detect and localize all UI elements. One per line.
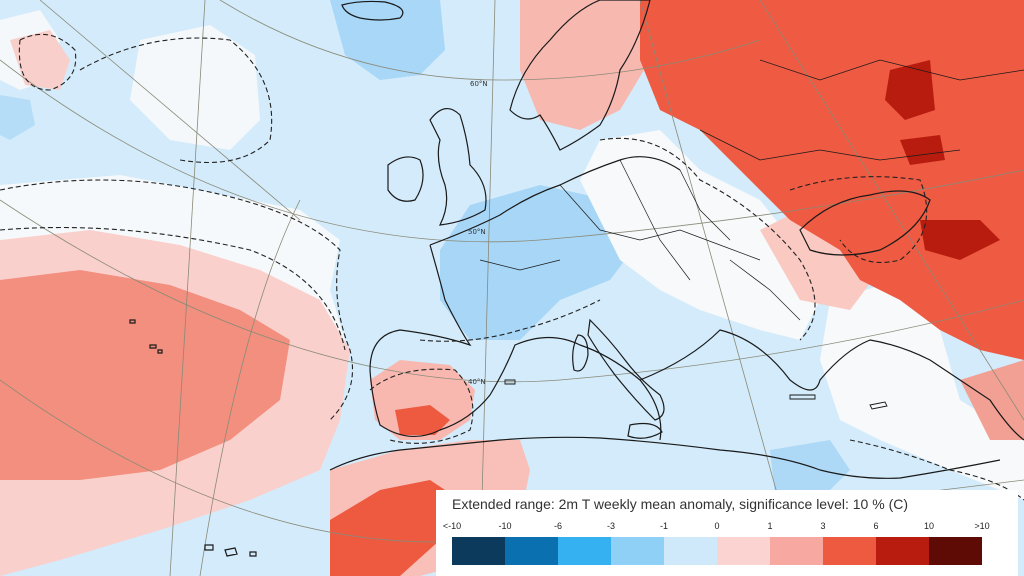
legend-tick-label: 10 <box>923 521 935 531</box>
anomaly-region-red-morocco <box>330 480 460 576</box>
lat-label-40n: 40°N <box>468 378 486 386</box>
coastlines <box>129 0 1024 557</box>
legend-swatch <box>770 537 823 565</box>
legend-swatch <box>611 537 664 565</box>
anomaly-region-blue-west-atlantic <box>0 95 35 140</box>
anomaly-region-darkred-3 <box>900 135 945 165</box>
anomaly-region-pink-north-atlantic-small <box>10 30 70 90</box>
legend-swatch <box>876 537 929 565</box>
black-sea-outline <box>799 190 931 256</box>
anomaly-region-red-atlantic <box>0 270 290 480</box>
legend-tick-label: 1 <box>767 521 773 531</box>
legend-swatch <box>929 537 982 565</box>
legend: Extended range: 2m T weekly mean anomaly… <box>436 490 1018 576</box>
legend-tick-label: 3 <box>820 521 826 531</box>
scandinavia-outline <box>509 0 651 151</box>
anomaly-region-red-andalusia <box>395 405 450 435</box>
italy-outline <box>587 318 665 421</box>
legend-swatch <box>505 537 558 565</box>
legend-tick-label: 6 <box>873 521 879 531</box>
legend-title: Extended range: 2m T weekly mean anomaly… <box>452 496 909 512</box>
legend-tick-label: -10 <box>498 521 512 531</box>
great-britain-outline <box>429 108 487 226</box>
legend-swatch <box>452 537 505 565</box>
anomaly-region-pink-scandinavia <box>520 0 650 130</box>
legend-tick-label: 0 <box>714 521 720 531</box>
iceland-outline <box>341 0 404 21</box>
north-africa-outline <box>329 436 1001 479</box>
lat-label-50n: 50°N <box>468 228 486 236</box>
anomaly-region-red-east-med <box>960 360 1024 440</box>
anomaly-region-blue-east-med <box>770 440 850 500</box>
legend-tick-label: -1 <box>659 521 669 531</box>
legend-tick-row: <-10 -10 -6 -3 -1 0 1 3 6 10 >10 <box>436 521 1018 533</box>
legend-swatch <box>823 537 876 565</box>
legend-swatch <box>664 537 717 565</box>
azores-outline <box>129 319 163 354</box>
legend-swatch-row <box>452 537 982 565</box>
sicily-outline <box>627 422 663 439</box>
legend-tick-label: <-10 <box>442 521 462 531</box>
anomaly-region-blue-france <box>440 185 640 340</box>
legend-tick-label: -6 <box>553 521 563 531</box>
canary-islands-outline <box>204 544 257 557</box>
anomaly-region-blue-north-atlantic <box>330 0 445 80</box>
anomaly-region-white-med <box>820 280 1024 500</box>
sardinia-outline <box>572 334 589 372</box>
anomaly-region-white-central-europe <box>580 130 820 340</box>
anomaly-region-white-north-atlantic <box>130 25 260 150</box>
ireland-outline <box>387 156 424 202</box>
legend-tick-label: -3 <box>606 521 616 531</box>
legend-swatch <box>558 537 611 565</box>
legend-swatch <box>717 537 770 565</box>
legend-tick-label: >10 <box>974 521 990 531</box>
lat-label-60n: 60°N <box>470 80 488 88</box>
anomaly-region-darkred-1 <box>885 60 935 120</box>
anomaly-region-darkred-2 <box>920 220 1000 260</box>
